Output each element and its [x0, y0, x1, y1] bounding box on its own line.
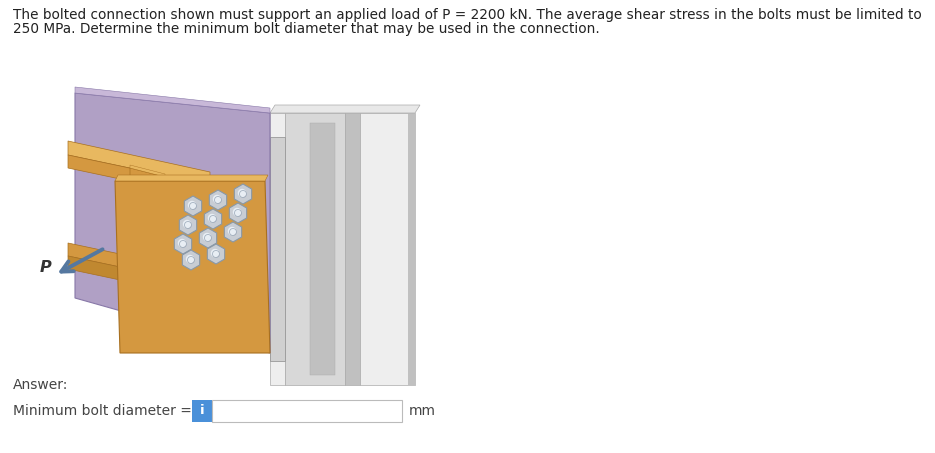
Polygon shape — [285, 113, 345, 385]
Polygon shape — [68, 243, 210, 286]
Circle shape — [183, 221, 191, 227]
Polygon shape — [115, 181, 270, 353]
Circle shape — [238, 189, 246, 197]
Circle shape — [213, 196, 221, 202]
Text: i: i — [200, 405, 205, 418]
Polygon shape — [408, 113, 415, 385]
Polygon shape — [270, 113, 285, 385]
Polygon shape — [229, 203, 247, 223]
Polygon shape — [360, 113, 415, 385]
Text: Answer:: Answer: — [13, 378, 68, 392]
Polygon shape — [184, 196, 202, 216]
Polygon shape — [75, 93, 270, 353]
Polygon shape — [115, 175, 268, 181]
Polygon shape — [68, 256, 210, 299]
Text: The bolted connection shown must support an applied load of P = 2200 kN. The ave: The bolted connection shown must support… — [13, 8, 922, 22]
Polygon shape — [130, 165, 165, 177]
Polygon shape — [68, 155, 210, 198]
Polygon shape — [224, 222, 241, 242]
Text: mm: mm — [409, 404, 436, 418]
Polygon shape — [182, 250, 200, 270]
Circle shape — [228, 227, 236, 235]
Polygon shape — [345, 113, 360, 385]
Text: Minimum bolt diameter =: Minimum bolt diameter = — [13, 404, 192, 418]
Polygon shape — [174, 234, 192, 254]
Circle shape — [211, 250, 219, 256]
Polygon shape — [235, 184, 252, 204]
Polygon shape — [180, 215, 196, 235]
Polygon shape — [199, 228, 217, 248]
Polygon shape — [208, 244, 224, 264]
Polygon shape — [270, 105, 420, 113]
Circle shape — [204, 233, 210, 241]
FancyBboxPatch shape — [192, 400, 212, 422]
Polygon shape — [205, 209, 222, 229]
Circle shape — [189, 202, 195, 208]
Text: 250 MPa. Determine the minimum bolt diameter that may be used in the connection.: 250 MPa. Determine the minimum bolt diam… — [13, 22, 599, 36]
Circle shape — [209, 215, 215, 222]
Circle shape — [234, 208, 240, 216]
Polygon shape — [209, 190, 226, 210]
Polygon shape — [130, 168, 165, 286]
Polygon shape — [310, 123, 335, 375]
Circle shape — [179, 240, 185, 246]
Text: P: P — [40, 260, 51, 275]
Polygon shape — [270, 137, 285, 361]
Polygon shape — [68, 141, 210, 185]
Circle shape — [186, 255, 194, 262]
FancyBboxPatch shape — [212, 400, 402, 422]
Polygon shape — [75, 87, 270, 113]
